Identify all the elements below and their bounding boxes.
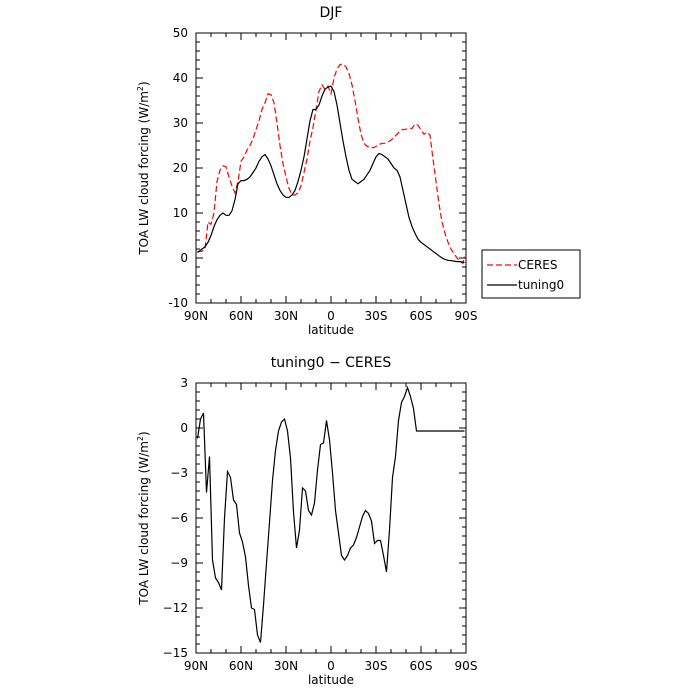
y-tick-label: 0 (180, 251, 188, 265)
y-axis-label-superscript: 2 (136, 86, 145, 91)
x-tick-label: 30N (274, 659, 298, 673)
y-axis-label-close: ) (137, 431, 151, 436)
x-tick-label: 30S (365, 309, 388, 323)
legend-label-tuning0: tuning0 (518, 278, 564, 292)
y-axis-label-main: TOA LW cloud forcing (W/m (137, 441, 151, 606)
y-tick-label: 20 (173, 161, 188, 175)
series-group (197, 63, 466, 265)
x-tick-label: 90N (184, 659, 208, 673)
y-tick-label: 40 (173, 71, 188, 85)
y-tick-label: −6 (170, 511, 188, 525)
panel-bottom: tuning0 − CERES 90N 60N 30N 0 30S 60S 90S −15 −12… (136, 355, 477, 687)
chart-title: tuning0 − CERES (271, 355, 392, 371)
x-tick-label: 90S (455, 659, 478, 673)
x-tick-label: 60S (410, 659, 433, 673)
y-tick-label: 30 (173, 116, 188, 130)
panel-top: DJF 90N 60N 30N 0 30S 60S 90S -10 0 10 20 30 40 50 lati… (136, 5, 581, 337)
y-tick-label: 50 (173, 26, 188, 40)
legend-label-ceres: CERES (518, 258, 558, 272)
y-tick-label: −12 (163, 601, 188, 615)
x-axis-label: latitude (308, 323, 354, 337)
series-line-ceres (197, 63, 466, 265)
x-tick-label: 0 (327, 659, 335, 673)
x-axis-label: latitude (308, 673, 354, 687)
x-tick-label: 0 (327, 309, 335, 323)
y-tick-label: 3 (180, 376, 188, 390)
y-axis-label: TOA LW cloud forcing (W/m2) (136, 81, 151, 255)
x-tick-label: 90N (184, 309, 208, 323)
x-tick-label: 30S (365, 659, 388, 673)
y-tick-label: −3 (170, 466, 188, 480)
y-tick-label: −9 (170, 556, 188, 570)
series-group (196, 385, 465, 643)
x-tick-label: 90S (455, 309, 478, 323)
x-tick-label: 60N (229, 309, 253, 323)
y-axis-label: TOA LW cloud forcing (W/m2) (136, 431, 151, 605)
x-tick-label: 30N (274, 309, 298, 323)
legend-box (481, 249, 581, 299)
y-axis-label-superscript: 2 (136, 436, 145, 441)
plot-frame (195, 32, 467, 304)
series-line-difference (196, 385, 465, 643)
x-tick-label: 60N (229, 659, 253, 673)
plot-frame (195, 382, 467, 654)
y-axis-label-main: TOA LW cloud forcing (W/m (137, 91, 151, 256)
y-tick-label: 10 (173, 206, 188, 220)
chart-title: DJF (320, 5, 343, 21)
y-tick-label: −15 (163, 646, 188, 660)
x-tick-label: 60S (410, 309, 433, 323)
series-line-tuning0 (197, 85, 465, 264)
y-tick-label: 0 (180, 421, 188, 435)
y-axis-label-close: ) (137, 81, 151, 86)
y-tick-label: -10 (168, 296, 188, 310)
